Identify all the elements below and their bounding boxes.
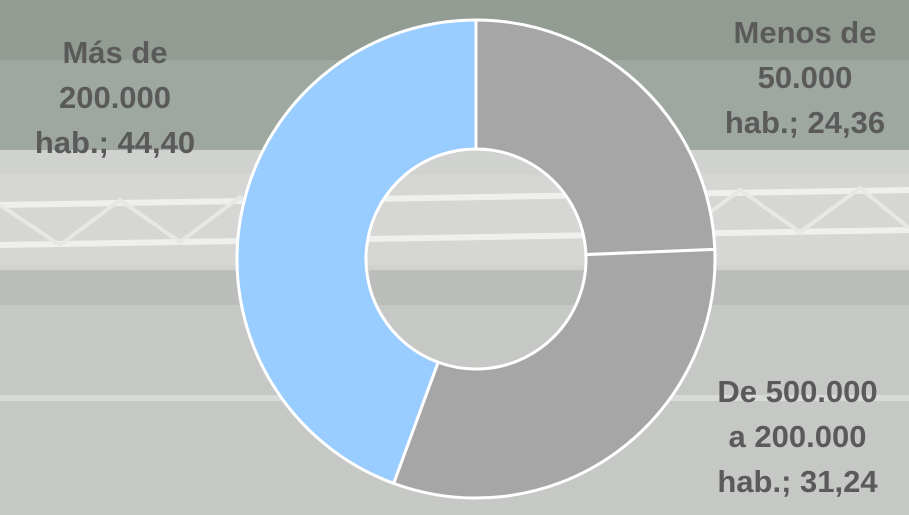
donut-slice-menos-de-50000 — [476, 20, 715, 255]
data-label-line: a 200.000 — [690, 414, 905, 459]
data-label-line: Menos de — [700, 10, 909, 55]
data-label-line: hab.; 44,40 — [10, 120, 220, 165]
data-label-line: 50.000 — [700, 55, 909, 100]
data-label-line: De 500.000 — [690, 369, 905, 414]
data-label-line: hab.; 24,36 — [700, 100, 909, 145]
data-label-line: Más de — [10, 30, 220, 75]
data-label-menos-de-50000: Menos de 50.000 hab.; 24,36 — [700, 10, 909, 145]
data-label-mas-de-200000: Más de 200.000 hab.; 44,40 — [10, 30, 220, 165]
data-label-line: hab.; 31,24 — [690, 459, 905, 504]
data-label-line: 200.000 — [10, 75, 220, 120]
data-label-de-500000-a-200000: De 500.000 a 200.000 hab.; 31,24 — [690, 369, 905, 504]
donut-slice-de-500000-a-200000 — [394, 249, 715, 498]
